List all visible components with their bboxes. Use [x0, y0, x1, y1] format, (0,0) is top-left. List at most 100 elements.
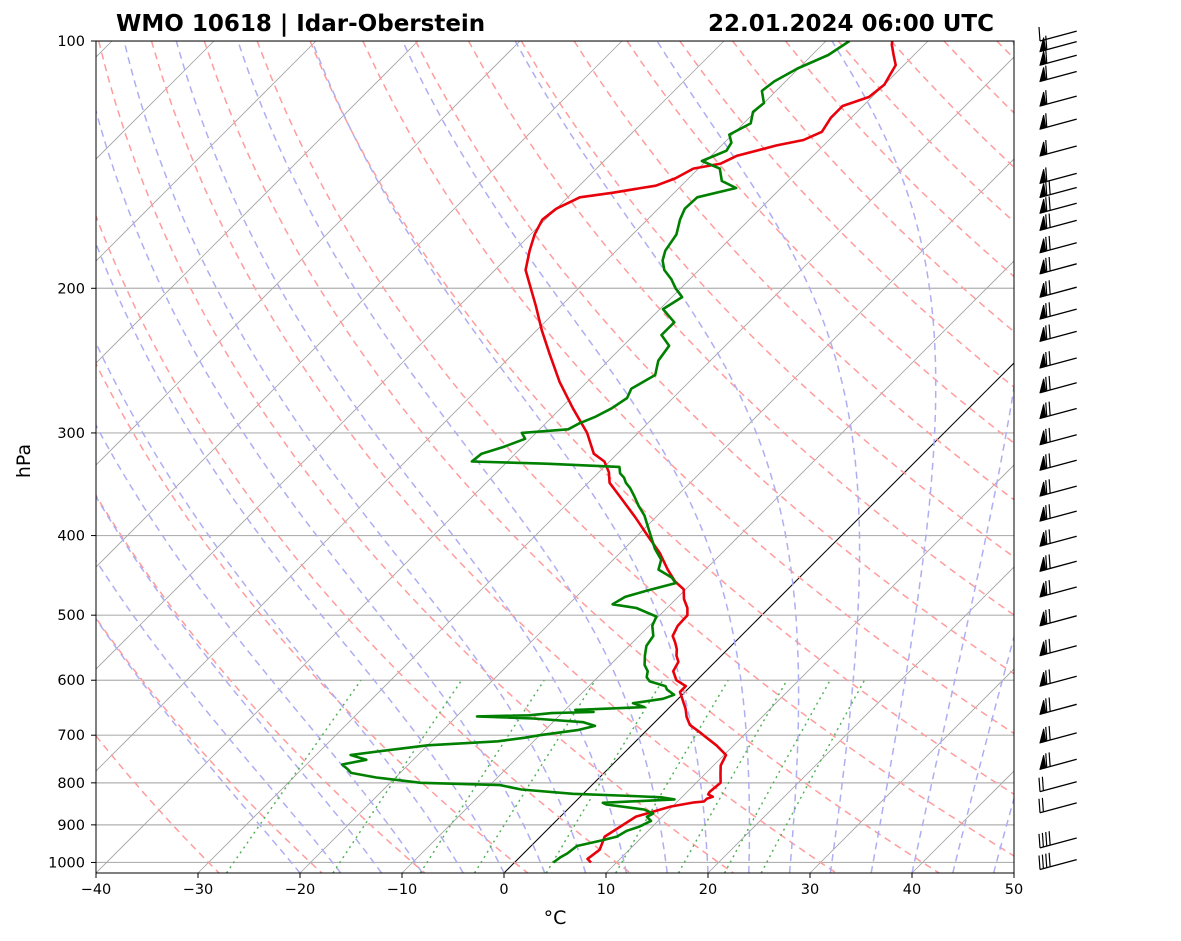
wind-barb — [1039, 113, 1077, 130]
wind-barb-feather — [1048, 375, 1051, 390]
isotherm — [96, 41, 317, 262]
wind-barb-feather — [1045, 832, 1048, 847]
wind-barb-feather — [1045, 181, 1048, 196]
wind-barb-pennant — [1039, 91, 1047, 107]
wind-barb-pennant — [1039, 481, 1047, 497]
wind-barb-feather — [1045, 581, 1048, 596]
wind-barbs — [1038, 26, 1077, 871]
wind-barb-pennant — [1039, 700, 1047, 715]
dry-adiabat — [96, 362, 529, 873]
wind-barb — [1039, 196, 1077, 214]
wind-barb-pennant — [1039, 611, 1047, 627]
moist-adiabat — [911, 41, 1014, 873]
dry-adiabat — [96, 616, 323, 873]
wind-barb-feather — [1048, 351, 1051, 366]
wind-barb-feather — [1045, 303, 1048, 318]
wind-barb-feather — [1041, 776, 1044, 791]
wind-barb-pennant — [1039, 582, 1047, 598]
wind-barb-pennant — [1039, 169, 1047, 184]
wind-barb — [1039, 554, 1077, 572]
wind-barb-feather — [1041, 797, 1044, 812]
wind-barb-feather — [1048, 752, 1051, 767]
wind-barb-pennant — [1039, 641, 1047, 657]
wind-barb-feather — [1045, 376, 1048, 391]
wind-barb-pennant — [1039, 216, 1047, 232]
dry-adiabat — [97, 41, 734, 873]
x-tick-label: −40 — [81, 882, 112, 898]
dry-adiabat — [943, 41, 1014, 114]
wind-barb-pennant — [1039, 37, 1047, 53]
isotherm — [96, 41, 827, 772]
wind-barb — [1038, 831, 1077, 849]
wind-barb-feather — [1048, 280, 1051, 295]
mixing-ratio-line — [419, 679, 545, 873]
wind-barb-pennant — [1039, 304, 1047, 320]
wind-barb-feather — [1048, 580, 1051, 595]
wind-barb — [1039, 401, 1077, 420]
wind-barb — [1039, 280, 1077, 298]
wind-barb-feather — [1045, 236, 1048, 251]
dry-adiabat — [996, 41, 1014, 60]
wind-barb-feather — [1048, 831, 1051, 846]
wind-barb-feather — [1041, 854, 1044, 869]
wind-barb-pennant — [1039, 51, 1047, 66]
wind-barb-pennant — [1039, 238, 1047, 254]
wind-barb-pennant — [1039, 353, 1047, 369]
wind-barb — [1039, 427, 1077, 446]
isotherm — [197, 56, 1014, 873]
plot-background — [96, 41, 1014, 873]
wind-barb-shaft — [1039, 837, 1077, 849]
wind-barb-feather — [1038, 855, 1041, 870]
y-tick-label: 700 — [57, 728, 85, 744]
wind-barb-feather — [1045, 555, 1048, 570]
wind-barb-feather — [1045, 49, 1048, 64]
y-tick-label: 600 — [57, 673, 85, 689]
wind-barb-pennant — [1039, 327, 1047, 342]
wind-barb-feather — [1048, 529, 1051, 544]
mixing-ratio-line — [332, 679, 463, 873]
dry-adiabat — [309, 41, 1014, 796]
mixing-ratio-line — [225, 679, 362, 873]
x-tick-label: 50 — [1005, 882, 1023, 898]
isotherm — [96, 41, 419, 364]
wind-barb — [1039, 213, 1077, 232]
dry-adiabat — [467, 41, 1014, 616]
wind-barb — [1039, 140, 1077, 157]
y-tick-label: 400 — [57, 529, 85, 545]
wind-barb-shaft — [1039, 802, 1077, 814]
moist-adiabat — [96, 108, 546, 873]
wind-barb-feather — [1048, 453, 1051, 468]
wind-barb-feather — [1048, 669, 1051, 684]
chart-title-datetime: 22.01.2024 06:00 UTC — [708, 11, 994, 37]
isotherm — [707, 566, 1014, 873]
wind-barb-feather — [1045, 505, 1048, 520]
dry-adiabat — [150, 41, 837, 873]
wind-barb-pennant — [1039, 114, 1047, 130]
y-tick-label: 100 — [57, 34, 85, 50]
wind-barb-feather — [1048, 324, 1051, 339]
wind-barb-feather — [1048, 213, 1051, 228]
moist-adiabat — [96, 341, 464, 873]
wind-barb-pennant — [1039, 728, 1047, 744]
mixing-ratio-line — [723, 679, 831, 873]
wind-barb — [1039, 725, 1077, 744]
wind-barb — [1038, 797, 1077, 814]
wind-barb — [1039, 35, 1077, 53]
wind-barb-feather — [1048, 302, 1051, 317]
moist-adiabat — [514, 41, 800, 873]
isotherm — [299, 158, 1014, 873]
dry-adiabat — [732, 41, 1014, 333]
wind-barb-shaft — [1039, 781, 1077, 793]
wind-barb-pennant — [1039, 67, 1047, 83]
x-tick-label: −30 — [183, 882, 214, 898]
wind-barb-feather — [1038, 777, 1041, 792]
wind-barb-feather — [1045, 480, 1048, 495]
x-axis-label: °C — [544, 907, 567, 929]
isotherm — [96, 41, 929, 873]
x-tick-label: 40 — [903, 882, 921, 898]
y-tick-label: 500 — [57, 608, 85, 624]
wind-barb-feather — [1038, 26, 1041, 42]
wind-barb-pennant — [1039, 506, 1047, 522]
isotherm — [605, 464, 1014, 873]
wind-barb — [1039, 608, 1077, 627]
